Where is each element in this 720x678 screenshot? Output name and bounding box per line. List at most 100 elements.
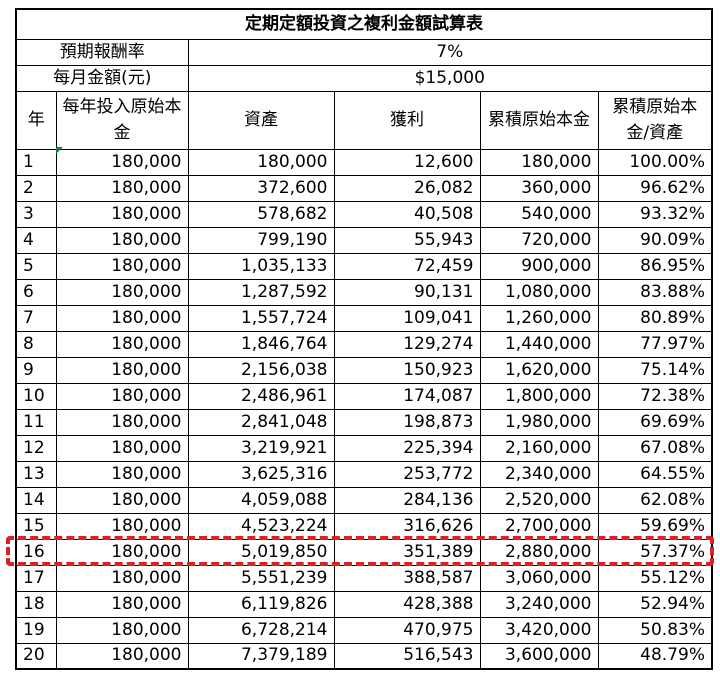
cell-annual-principal[interactable]: 180,000 — [55, 304, 189, 332]
cell-cumulative-principal[interactable]: 1,260,000 — [479, 304, 599, 332]
cell-profit[interactable]: 388,587 — [333, 564, 481, 592]
cell-assets[interactable]: 2,486,961 — [187, 382, 335, 410]
cell-year[interactable]: 17 — [15, 564, 57, 592]
cell-profit[interactable]: 316,626 — [333, 512, 481, 540]
cell-profit[interactable]: 72,459 — [333, 252, 481, 280]
cell-ratio[interactable]: 75.14% — [597, 356, 713, 384]
cell-year[interactable]: 1 — [15, 148, 57, 176]
cell-ratio[interactable]: 48.79% — [597, 642, 713, 670]
cell-annual-principal[interactable]: 180,000 — [55, 616, 189, 644]
cell-profit[interactable]: 253,772 — [333, 460, 481, 488]
cell-cumulative-principal[interactable]: 3,600,000 — [479, 642, 599, 670]
cell-assets[interactable]: 5,019,850 — [187, 538, 335, 566]
cell-ratio[interactable]: 52.94% — [597, 590, 713, 618]
cell-profit[interactable]: 55,943 — [333, 226, 481, 254]
cell-cumulative-principal[interactable]: 360,000 — [479, 174, 599, 202]
cell-ratio[interactable]: 62.08% — [597, 486, 713, 514]
cell-ratio[interactable]: 55.12% — [597, 564, 713, 592]
cell-assets[interactable]: 372,600 — [187, 174, 335, 202]
cell-annual-principal[interactable]: 180,000 — [55, 460, 189, 488]
cell-annual-principal[interactable]: 180,000 — [55, 356, 189, 384]
cell-annual-principal[interactable]: 180,000 — [55, 330, 189, 358]
cell-profit[interactable]: 225,394 — [333, 434, 481, 462]
cell-annual-principal[interactable]: 180,000 — [55, 226, 189, 254]
cell-cumulative-principal[interactable]: 1,800,000 — [479, 382, 599, 410]
cell-assets[interactable]: 578,682 — [187, 200, 335, 228]
cell-assets[interactable]: 1,287,592 — [187, 278, 335, 306]
cell-year[interactable]: 10 — [15, 382, 57, 410]
cell-cumulative-principal[interactable]: 1,080,000 — [479, 278, 599, 306]
cell-annual-principal[interactable]: 180,000 — [55, 278, 189, 306]
cell-cumulative-principal[interactable]: 3,060,000 — [479, 564, 599, 592]
cell-ratio[interactable]: 93.32% — [597, 200, 713, 228]
cell-cumulative-principal[interactable]: 180,000 — [479, 148, 599, 176]
cell-assets[interactable]: 6,119,826 — [187, 590, 335, 618]
cell-cumulative-principal[interactable]: 2,160,000 — [479, 434, 599, 462]
cell-ratio[interactable]: 72.38% — [597, 382, 713, 410]
cell-assets[interactable]: 4,059,088 — [187, 486, 335, 514]
cell-year[interactable]: 6 — [15, 278, 57, 306]
cell-assets[interactable]: 5,551,239 — [187, 564, 335, 592]
cell-ratio[interactable]: 67.08% — [597, 434, 713, 462]
cell-assets[interactable]: 1,557,724 — [187, 304, 335, 332]
cell-profit[interactable]: 351,389 — [333, 538, 481, 566]
cell-assets[interactable]: 1,035,133 — [187, 252, 335, 280]
cell-assets[interactable]: 3,625,316 — [187, 460, 335, 488]
cell-cumulative-principal[interactable]: 1,440,000 — [479, 330, 599, 358]
cell-year[interactable]: 11 — [15, 408, 57, 436]
cell-annual-principal[interactable]: 180,000 — [55, 642, 189, 670]
cell-profit[interactable]: 470,975 — [333, 616, 481, 644]
cell-year[interactable]: 2 — [15, 174, 57, 202]
cell-profit[interactable]: 12,600 — [333, 148, 481, 176]
cell-ratio[interactable]: 64.55% — [597, 460, 713, 488]
cell-profit[interactable]: 150,923 — [333, 356, 481, 384]
cell-cumulative-principal[interactable]: 1,980,000 — [479, 408, 599, 436]
cell-year[interactable]: 19 — [15, 616, 57, 644]
cell-cumulative-principal[interactable]: 900,000 — [479, 252, 599, 280]
cell-profit[interactable]: 90,131 — [333, 278, 481, 306]
cell-ratio[interactable]: 80.89% — [597, 304, 713, 332]
cell-cumulative-principal[interactable]: 2,700,000 — [479, 512, 599, 540]
cell-ratio[interactable]: 69.69% — [597, 408, 713, 436]
cell-year[interactable]: 14 — [15, 486, 57, 514]
cell-cumulative-principal[interactable]: 3,420,000 — [479, 616, 599, 644]
cell-year[interactable]: 4 — [15, 226, 57, 254]
cell-assets[interactable]: 2,841,048 — [187, 408, 335, 436]
cell-ratio[interactable]: 83.88% — [597, 278, 713, 306]
cell-cumulative-principal[interactable]: 1,620,000 — [479, 356, 599, 384]
cell-cumulative-principal[interactable]: 2,520,000 — [479, 486, 599, 514]
cell-cumulative-principal[interactable]: 3,240,000 — [479, 590, 599, 618]
cell-profit[interactable]: 516,543 — [333, 642, 481, 670]
cell-year[interactable]: 9 — [15, 356, 57, 384]
cell-cumulative-principal[interactable]: 720,000 — [479, 226, 599, 254]
cell-ratio[interactable]: 100.00% — [597, 148, 713, 176]
cell-annual-principal[interactable]: 180,000 — [55, 174, 189, 202]
cell-ratio[interactable]: 50.83% — [597, 616, 713, 644]
cell-profit[interactable]: 129,274 — [333, 330, 481, 358]
cell-assets[interactable]: 4,523,224 — [187, 512, 335, 540]
cell-assets[interactable]: 799,190 — [187, 226, 335, 254]
cell-year[interactable]: 13 — [15, 460, 57, 488]
cell-cumulative-principal[interactable]: 2,340,000 — [479, 460, 599, 488]
cell-year[interactable]: 3 — [15, 200, 57, 228]
cell-profit[interactable]: 428,388 — [333, 590, 481, 618]
cell-profit[interactable]: 40,508 — [333, 200, 481, 228]
cell-annual-principal[interactable]: 180,000 — [55, 200, 189, 228]
cell-annual-principal[interactable]: 180,000 — [55, 512, 189, 540]
cell-ratio[interactable]: 90.09% — [597, 226, 713, 254]
cell-annual-principal[interactable]: 180,000 — [55, 148, 189, 176]
cell-assets[interactable]: 3,219,921 — [187, 434, 335, 462]
cell-annual-principal[interactable]: 180,000 — [55, 408, 189, 436]
cell-year[interactable]: 7 — [15, 304, 57, 332]
cell-year[interactable]: 16 — [15, 538, 57, 566]
cell-assets[interactable]: 1,846,764 — [187, 330, 335, 358]
cell-profit[interactable]: 174,087 — [333, 382, 481, 410]
cell-annual-principal[interactable]: 180,000 — [55, 252, 189, 280]
cell-assets[interactable]: 6,728,214 — [187, 616, 335, 644]
cell-year[interactable]: 5 — [15, 252, 57, 280]
cell-ratio[interactable]: 77.97% — [597, 330, 713, 358]
cell-cumulative-principal[interactable]: 540,000 — [479, 200, 599, 228]
cell-assets[interactable]: 2,156,038 — [187, 356, 335, 384]
cell-profit[interactable]: 109,041 — [333, 304, 481, 332]
cell-year[interactable]: 15 — [15, 512, 57, 540]
